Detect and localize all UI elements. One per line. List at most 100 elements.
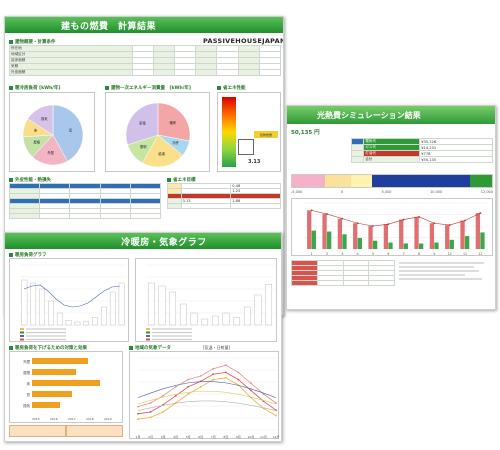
- cost-bar-electric: [429, 223, 435, 249]
- heating-bar: [74, 321, 81, 326]
- cooling-bar: [179, 303, 187, 326]
- rating-house-icon: [238, 139, 254, 155]
- cost-effect-bar: [32, 380, 100, 386]
- annual-stack-bar: [291, 174, 493, 188]
- x-tick-label: 7: [403, 252, 405, 256]
- brand-logo: PASSIVEHOUSEJAPAN: [203, 37, 284, 45]
- x-tick-label: 6: [387, 252, 389, 256]
- weather-aux-line: [137, 390, 277, 405]
- heating-bar: [109, 291, 116, 326]
- pie-chart-primary: 暖房 冷房 給湯 照明 家電: [105, 92, 210, 172]
- stack-seg-1: [292, 175, 325, 187]
- weather-point: [250, 389, 252, 392]
- cost-line-point: [464, 219, 466, 222]
- cooling-bar: [158, 285, 166, 326]
- legend-swatch: [146, 328, 150, 330]
- cost-year-label: 2016: [50, 417, 58, 421]
- pie-slice-label: 暖房: [170, 120, 176, 125]
- heating-bar: [30, 282, 37, 326]
- x-tick-label: 10月: [247, 435, 254, 439]
- sheet-calc-result: 建もの燃費 計算結果 PASSIVEHOUSEJAPAN 建物概要・計算条件 所…: [4, 16, 284, 316]
- legend-swatch: [146, 335, 150, 337]
- sec-heating: 暖房負荷グラフ: [9, 252, 47, 258]
- cost-year-label: 2015: [32, 417, 40, 421]
- cost-bar-gas: [357, 237, 362, 249]
- monthly-cost-chart: 1 2 3 4 5 6 7 8 9 10 11 12: [291, 198, 493, 256]
- pie-slice-label: 家電: [139, 121, 146, 126]
- cost-bar-electric: [460, 220, 465, 249]
- cost-effect-bar: [32, 358, 88, 364]
- cost-bar-gas: [327, 231, 332, 249]
- cost-bar-electric: [307, 210, 312, 249]
- cost-bar-electric: [475, 213, 481, 249]
- cost-bar-gas: [342, 234, 347, 249]
- cost-effect-bar: [32, 369, 76, 375]
- cost-effect-label: 窓: [27, 392, 31, 397]
- sheet-cost-simulation: 光熱費シミュレーション結果 50,135 円 電気代 ¥35,126 ガス代 ¥14…: [286, 105, 496, 310]
- cost-effect-bar: [32, 402, 60, 408]
- sec-performance: 省エネ性能: [217, 85, 246, 91]
- sheet1-title: 建もの燃費 計算結果: [61, 21, 157, 32]
- x-tick-label: 1: [311, 252, 313, 256]
- x-tick-label: 8: [418, 252, 420, 256]
- x-tick-label: 4月: [173, 435, 178, 439]
- weather-point: [162, 394, 164, 397]
- pie-slice-label: 屋根: [34, 140, 41, 145]
- cooling-bar: [147, 282, 155, 326]
- cost-line-point: [387, 223, 390, 226]
- legend-text-line: [26, 328, 66, 330]
- weather-line: [137, 371, 277, 415]
- x-tick-label: 1月: [136, 435, 141, 439]
- weather-point: [187, 378, 190, 381]
- legend-swatch: [20, 335, 24, 337]
- cooling-bar: [222, 312, 230, 326]
- stack-seg-4: [372, 175, 471, 187]
- weather-aux-line: [137, 400, 277, 411]
- cost-line-point: [326, 213, 328, 215]
- legend-swatch: [146, 331, 150, 334]
- cost-effect-chart: 外壁 屋根床窓換気 2015 2016 2017 2018 2019: [9, 351, 123, 423]
- cost-effect-label: 換気: [23, 403, 30, 408]
- sheet1-title-bar: 建もの燃費 計算結果: [5, 17, 283, 33]
- weather-point: [212, 373, 215, 376]
- heating-line: [23, 284, 121, 308]
- cooling-bar-chart: [135, 258, 277, 342]
- cooling-bar: [254, 294, 262, 326]
- sheet-weather-graph: 冷暖房・気象グラフ 暖房負荷グラフ 暖房負荷を下げるための対策と効果 外壁 屋根床…: [4, 232, 282, 442]
- cooling-bar-chart-svg: [146, 264, 274, 341]
- x-tick-label: 11月: [260, 435, 267, 439]
- weather-line: [137, 364, 277, 407]
- cost-bar-electric: [445, 225, 450, 249]
- cost-bar-gas: [465, 236, 470, 249]
- weather-point: [137, 412, 139, 415]
- heating-bar-chart: [9, 258, 129, 342]
- heating-bar: [83, 321, 90, 326]
- heating-bar: [118, 282, 125, 326]
- cost-bar-electric: [383, 224, 389, 249]
- rating-arrow: 建物燃費: [254, 131, 278, 138]
- heatloss-table: [8, 183, 162, 219]
- heating-bar: [65, 320, 72, 326]
- cost-line-point: [310, 209, 313, 212]
- cost-bar-electric: [353, 223, 358, 249]
- heating-bar: [21, 279, 28, 326]
- weather-point: [149, 416, 152, 419]
- rating-gauge-box: 建物燃費 3.13: [217, 92, 281, 172]
- weather-line: [137, 377, 277, 420]
- cost-bar-gas: [403, 243, 408, 249]
- legend-text-line: [152, 328, 192, 330]
- legend-swatch: [20, 328, 24, 330]
- cost-line-point: [433, 222, 436, 225]
- cost-line-point: [402, 218, 405, 221]
- cost-line-point: [341, 217, 344, 220]
- cost-notes: [399, 260, 493, 300]
- pie-slice: [27, 104, 54, 136]
- legend-swatch: [20, 331, 24, 334]
- pie-slice: [32, 134, 68, 166]
- weather-point: [187, 385, 190, 388]
- cost-bar-gas: [311, 230, 316, 249]
- pie-slice-label: 外壁: [48, 150, 55, 155]
- legend-swatch: [146, 338, 150, 341]
- weather-point: [174, 394, 177, 397]
